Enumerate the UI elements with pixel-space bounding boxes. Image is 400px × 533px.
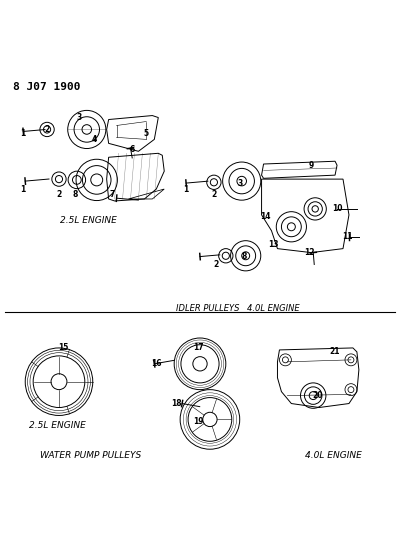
Text: 3: 3 [237, 179, 242, 188]
Text: 12: 12 [304, 248, 314, 257]
Text: 15: 15 [58, 343, 68, 352]
Text: 8 J07 1900: 8 J07 1900 [13, 82, 81, 92]
Text: 8: 8 [241, 252, 246, 261]
Text: 2.5L ENGINE: 2.5L ENGINE [60, 216, 117, 225]
Text: 17: 17 [193, 343, 203, 352]
Text: 20: 20 [312, 391, 322, 400]
Text: 6: 6 [130, 145, 135, 154]
Text: 4: 4 [92, 135, 97, 142]
Text: 16: 16 [151, 359, 162, 368]
Text: 21: 21 [330, 348, 340, 357]
Text: 9: 9 [308, 161, 314, 169]
Text: 3: 3 [76, 113, 82, 122]
Text: 4.0L ENGINE: 4.0L ENGINE [247, 304, 300, 313]
Text: 2: 2 [44, 125, 50, 134]
Text: 18: 18 [171, 399, 182, 408]
Text: 1: 1 [21, 184, 26, 193]
Text: 10: 10 [332, 204, 342, 213]
Text: 8: 8 [72, 190, 78, 199]
Text: 1: 1 [184, 184, 189, 193]
Text: 13: 13 [268, 240, 279, 249]
Text: 4.0L ENGINE: 4.0L ENGINE [305, 451, 362, 459]
Text: 5: 5 [144, 129, 149, 138]
Text: WATER PUMP PULLEYS: WATER PUMP PULLEYS [40, 451, 141, 459]
Text: 7: 7 [110, 190, 115, 199]
Text: 1: 1 [21, 129, 26, 138]
Text: 2: 2 [211, 190, 216, 199]
Text: 14: 14 [260, 212, 271, 221]
Text: 2.5L ENGINE: 2.5L ENGINE [28, 421, 86, 430]
Text: IDLER PULLEYS: IDLER PULLEYS [176, 304, 240, 313]
Text: 2: 2 [213, 260, 218, 269]
Text: 19: 19 [193, 417, 203, 426]
Text: 11: 11 [342, 232, 352, 241]
Text: 4: 4 [92, 135, 97, 144]
Text: 2: 2 [56, 190, 62, 199]
